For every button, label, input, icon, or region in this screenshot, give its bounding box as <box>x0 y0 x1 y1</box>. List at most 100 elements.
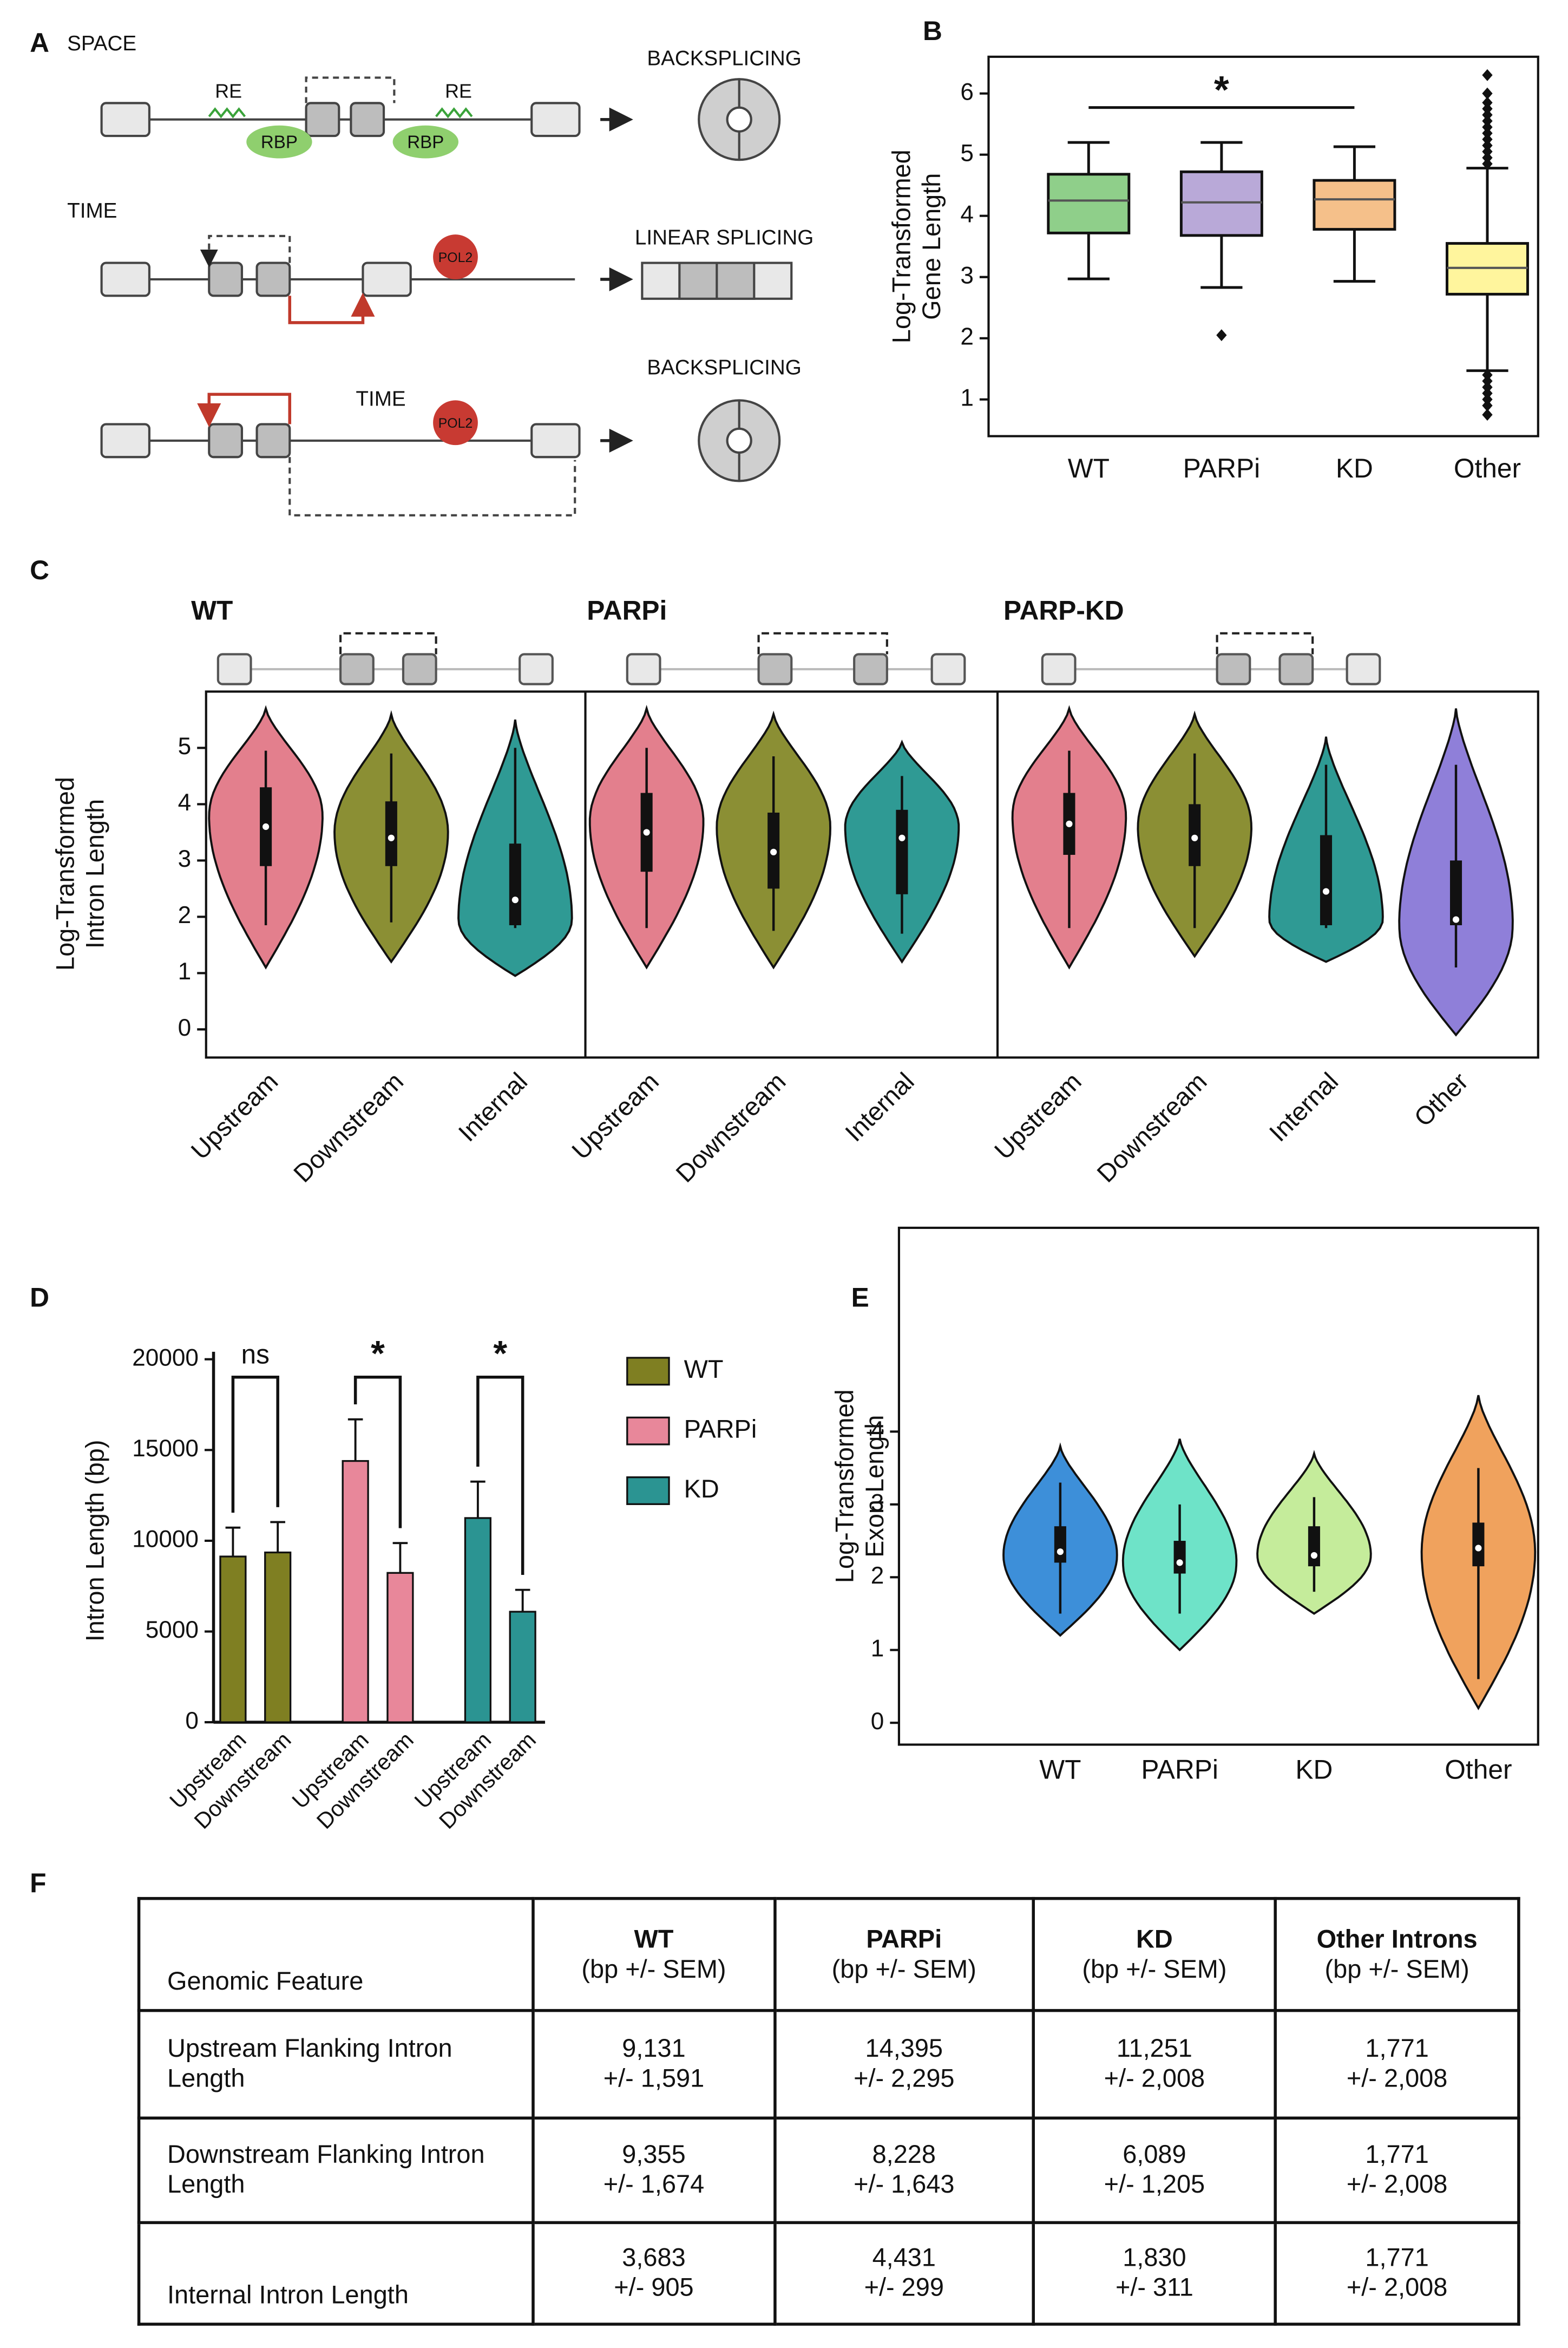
median <box>898 834 906 841</box>
y-tick-label: 3 <box>960 262 974 289</box>
plot-frame <box>987 55 1539 437</box>
x-tick-label: KD <box>1336 453 1373 483</box>
row-label: Downstream Flanking Intron Length <box>137 2116 535 2225</box>
median <box>643 829 650 836</box>
outlier <box>1482 409 1493 421</box>
pol2-label: POL2 <box>438 251 473 265</box>
legend-label: KD <box>684 1475 719 1503</box>
box <box>385 801 397 866</box>
splice-arc <box>200 234 291 267</box>
outcome-label: BACKSPLICING <box>647 356 801 380</box>
table-cell: 11,251 +/- 2,008 <box>1032 2009 1277 2120</box>
box <box>1173 1541 1186 1574</box>
y-tick-label: 4 <box>871 1417 884 1443</box>
y-axis-label: Intron Length (bp) <box>81 1440 109 1642</box>
x-tick-label: Internal <box>1264 1067 1343 1147</box>
box <box>1449 860 1462 925</box>
rbp-label: RBP <box>261 133 298 153</box>
table-row: Internal Intron Length 3,683 +/- 905 4,431 +… <box>137 2221 1520 2326</box>
bar <box>386 1572 414 1723</box>
panel-label: D <box>30 1282 49 1312</box>
significance-label: * <box>493 1334 507 1374</box>
y-tick-label: 3 <box>871 1489 884 1516</box>
exon <box>1346 653 1381 685</box>
backsplice-arc <box>1216 632 1314 655</box>
median <box>770 848 777 855</box>
group-title: PARP-KD <box>1003 595 1124 625</box>
x-tick-label: Upstream <box>989 1067 1086 1165</box>
exon <box>255 423 291 459</box>
table-cell: 4,431 +/- 299 <box>773 2221 1035 2326</box>
y-axis-label: Intron Length <box>81 799 109 949</box>
panel-label: C <box>30 555 49 585</box>
column-title: WT <box>634 1924 674 1953</box>
exon <box>100 423 150 459</box>
median <box>1475 1545 1482 1552</box>
box <box>1472 1522 1485 1567</box>
cell-line: +/- 2,008 <box>1104 2064 1205 2093</box>
exon <box>255 261 291 297</box>
significance-bracket <box>231 1376 279 1513</box>
diagram-label: SPACE <box>67 32 136 55</box>
cell-line: +/- 1,591 <box>603 2064 705 2093</box>
box <box>1179 170 1263 237</box>
header-text: Genomic Feature <box>167 1967 364 1996</box>
significance-label: * <box>371 1334 385 1374</box>
row-label-text: Internal Intron Length <box>167 2280 409 2310</box>
box <box>1054 1526 1066 1563</box>
y-tick-label: 0 <box>178 1015 192 1041</box>
backsplice-arc <box>197 393 292 428</box>
legend-swatch <box>626 1476 670 1505</box>
outcome-label: LINEAR SPLICING <box>635 226 813 250</box>
panel-label: A <box>30 28 49 58</box>
splicing-diagram: SPACE RE RE RBP RBP BACKSPLICING TIME PO… <box>67 32 813 516</box>
x-tick-label: Internal <box>453 1067 533 1147</box>
rbp <box>392 125 459 159</box>
pol2 <box>433 400 478 446</box>
y-tick-label: 2 <box>871 1562 884 1589</box>
splice-arc <box>288 457 576 516</box>
outlier <box>1216 329 1227 342</box>
backsplice-arc <box>305 76 396 103</box>
exon <box>350 102 385 138</box>
exon <box>208 423 244 459</box>
pol2-label: POL2 <box>438 416 473 431</box>
header-row: Genomic Feature WT (bp +/- SEM) PARPi (bp +/… <box>137 1896 1520 2012</box>
median <box>511 897 519 904</box>
legend-swatch <box>626 1416 670 1446</box>
exon <box>100 261 150 297</box>
cell-line: 1,771 <box>1365 2244 1429 2272</box>
column-title: PARPi <box>866 1924 942 1953</box>
cell-line: +/- 2,008 <box>1346 2170 1448 2199</box>
exon <box>1278 653 1314 685</box>
bar <box>219 1555 247 1723</box>
backsplice-arc <box>339 632 437 655</box>
exon <box>530 102 581 138</box>
outlier <box>1482 69 1493 81</box>
backsplice-arc <box>757 632 888 655</box>
exon <box>1041 653 1077 685</box>
median <box>1066 820 1073 827</box>
row-label-text: Upstream Flanking Intron Length <box>167 2034 452 2093</box>
exon <box>100 102 150 138</box>
y-tick-label: 10000 <box>132 1526 199 1553</box>
table-cell: 9,131 +/- 1,591 <box>532 2009 776 2120</box>
x-tick-label: WT <box>1068 453 1110 483</box>
exon <box>519 653 554 685</box>
cell-line: 9,355 <box>622 2140 686 2169</box>
y-axis-label: Log-Transformed <box>888 149 916 343</box>
outcome-label: BACKSPLICING <box>647 47 801 70</box>
column-unit: (bp +/- SEM) <box>1082 1954 1227 1983</box>
legend-label: PARPi <box>684 1415 757 1443</box>
x-tick-label: KD <box>1295 1754 1333 1784</box>
cell-line: +/- 311 <box>1115 2273 1193 2302</box>
y-axis-label: Log-Transformed <box>51 777 80 971</box>
cell-line: +/- 1,205 <box>1104 2170 1205 2199</box>
y-tick-label: 0 <box>871 1708 884 1735</box>
table-row: Downstream Flanking Intron Length 9,355 +/… <box>137 2116 1520 2225</box>
cell-line: 1,771 <box>1365 2034 1429 2063</box>
y-tick-label: 1 <box>960 384 974 411</box>
